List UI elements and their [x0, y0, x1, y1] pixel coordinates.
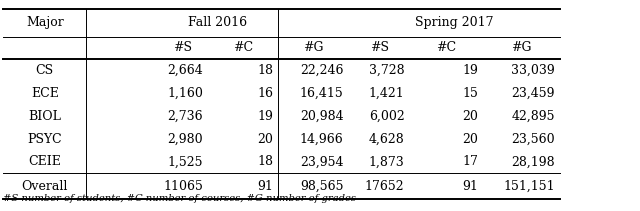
Text: 1,873: 1,873 [369, 155, 404, 168]
Text: Spring 2017: Spring 2017 [415, 16, 493, 30]
Text: 20: 20 [462, 110, 478, 123]
Text: 23,459: 23,459 [511, 87, 555, 100]
Text: Major: Major [26, 16, 63, 30]
Text: 23,560: 23,560 [511, 133, 555, 146]
Text: 18: 18 [257, 64, 273, 77]
Text: 28,198: 28,198 [511, 155, 555, 168]
Text: Overall: Overall [22, 180, 68, 193]
Text: 2,980: 2,980 [167, 133, 203, 146]
Text: Fall 2016: Fall 2016 [188, 16, 247, 30]
Text: 1,160: 1,160 [167, 87, 203, 100]
Text: 98,565: 98,565 [300, 180, 344, 193]
Text: #S number of students, #C number of courses, #G number of grades: #S number of students, #C number of cour… [3, 193, 356, 203]
Text: 18: 18 [257, 155, 273, 168]
Text: 16,415: 16,415 [300, 87, 344, 100]
Text: 2,664: 2,664 [167, 64, 203, 77]
Text: #G: #G [511, 41, 532, 54]
Text: BIOL: BIOL [28, 110, 61, 123]
Text: 20: 20 [462, 133, 478, 146]
Text: #C: #C [436, 41, 456, 54]
Text: CEIE: CEIE [28, 155, 61, 168]
Text: ECE: ECE [31, 87, 59, 100]
Text: 20,984: 20,984 [300, 110, 344, 123]
Text: 17: 17 [462, 155, 478, 168]
Text: 14,966: 14,966 [300, 133, 344, 146]
Text: #S: #S [173, 41, 192, 54]
Text: 91: 91 [462, 180, 478, 193]
Text: 3,728: 3,728 [369, 64, 404, 77]
Text: 2,736: 2,736 [167, 110, 203, 123]
Text: #G: #G [303, 41, 324, 54]
Text: 15: 15 [462, 87, 478, 100]
Text: 11065: 11065 [163, 180, 203, 193]
Text: 19: 19 [462, 64, 478, 77]
Text: 91: 91 [257, 180, 273, 193]
Text: 33,039: 33,039 [511, 64, 555, 77]
Text: 1,525: 1,525 [168, 155, 203, 168]
Text: 16: 16 [257, 87, 273, 100]
Text: 22,246: 22,246 [300, 64, 344, 77]
Text: #S: #S [370, 41, 388, 54]
Text: #C: #C [233, 41, 253, 54]
Text: 4,628: 4,628 [369, 133, 404, 146]
Text: 19: 19 [257, 110, 273, 123]
Text: 20: 20 [257, 133, 273, 146]
Text: 42,895: 42,895 [511, 110, 555, 123]
Text: PSYC: PSYC [28, 133, 62, 146]
Text: 17652: 17652 [365, 180, 404, 193]
Text: 151,151: 151,151 [503, 180, 555, 193]
Text: CS: CS [36, 64, 54, 77]
Text: 23,954: 23,954 [300, 155, 344, 168]
Text: 1,421: 1,421 [369, 87, 404, 100]
Text: 6,002: 6,002 [369, 110, 404, 123]
